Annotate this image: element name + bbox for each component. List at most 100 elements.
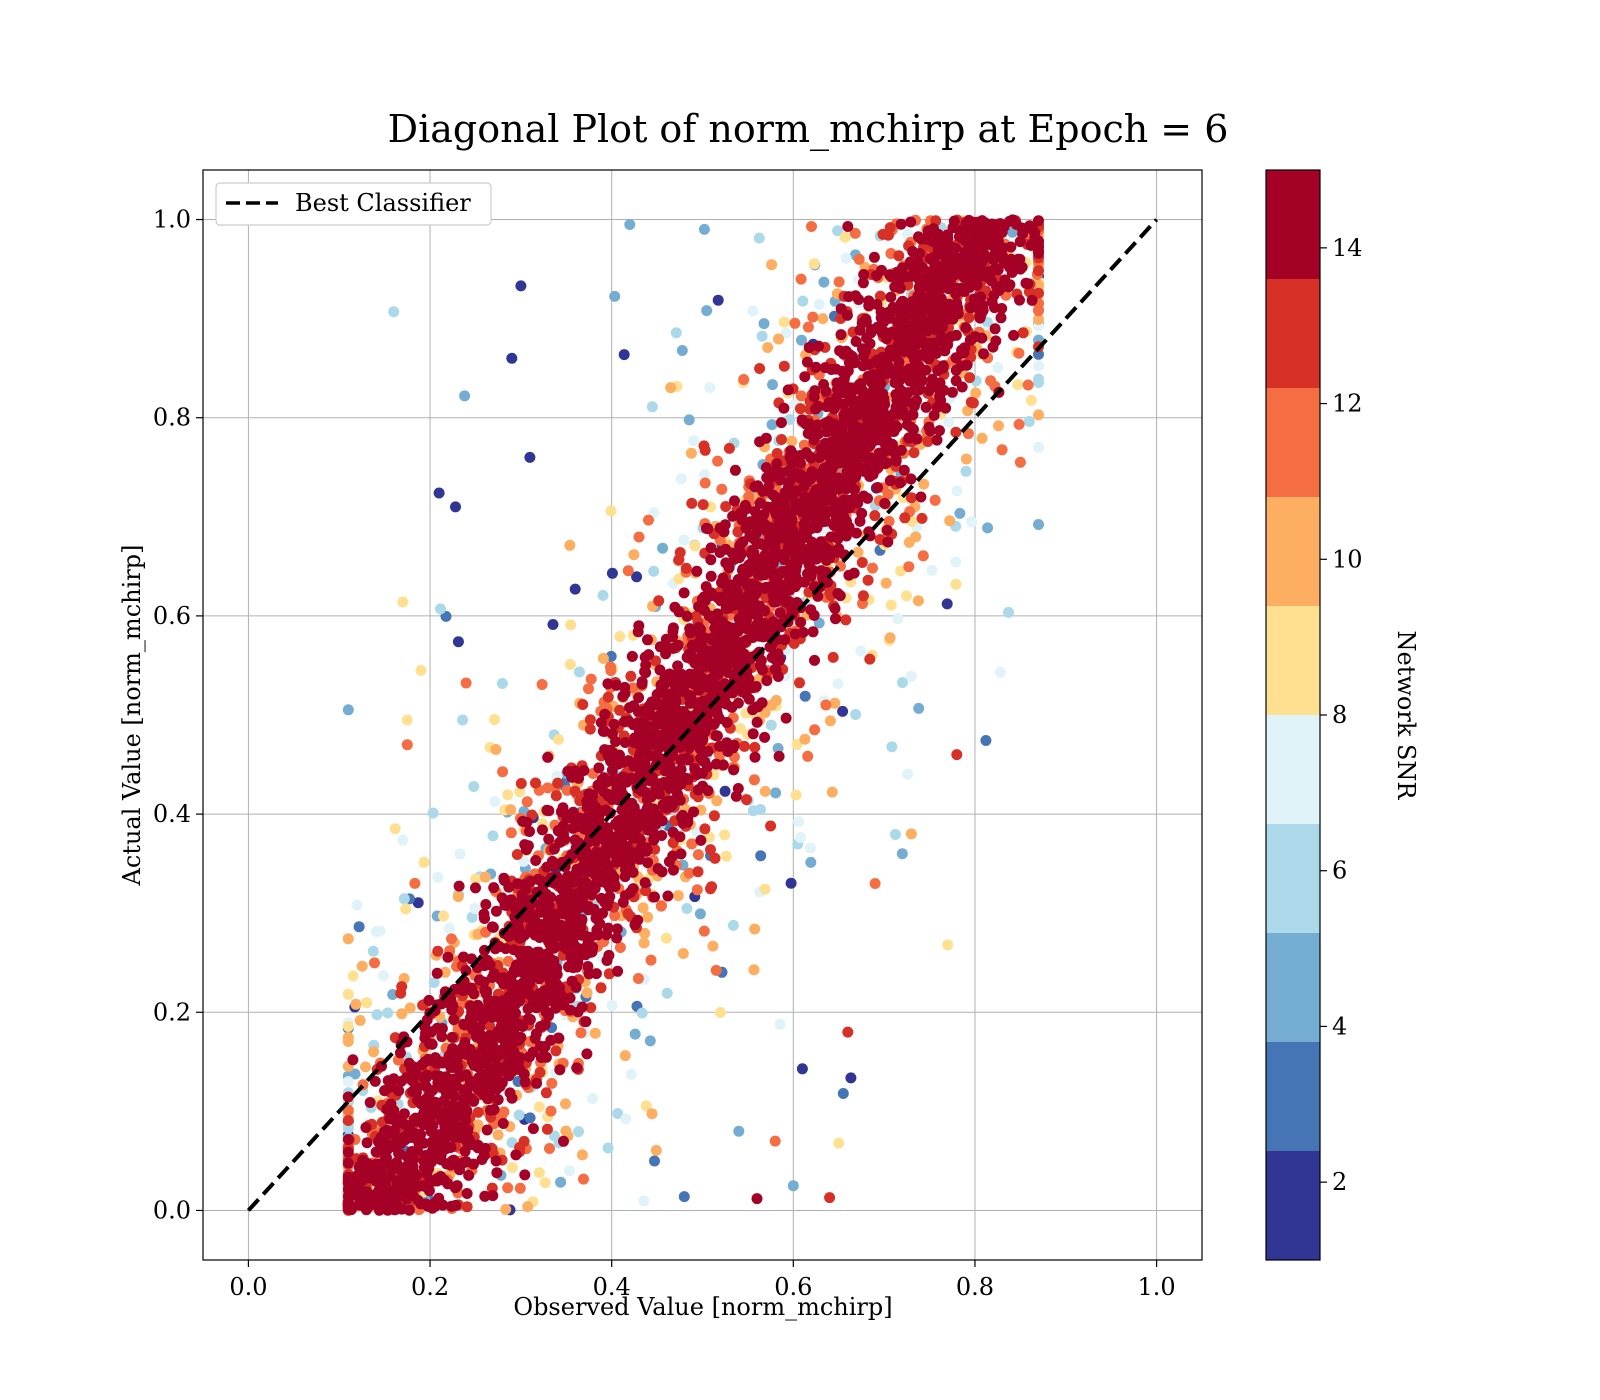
scatter-point	[438, 1095, 450, 1107]
scatter-point	[898, 464, 910, 476]
scatter-point	[927, 295, 938, 306]
scatter-point	[667, 850, 679, 862]
scatter-point	[711, 795, 723, 807]
scatter-point	[449, 1182, 461, 1194]
scatter-point	[884, 475, 896, 487]
scatter-point	[631, 571, 643, 583]
scatter-point	[885, 271, 897, 283]
scatter-point	[1033, 313, 1044, 325]
scatter-point	[564, 992, 576, 1004]
scatter-point	[514, 1182, 526, 1194]
scatter-point	[950, 375, 962, 387]
scatter-point	[922, 225, 934, 237]
scatter-point	[799, 371, 811, 383]
scatter-point	[642, 911, 654, 923]
scatter-point	[460, 1114, 472, 1126]
scatter-point	[452, 891, 464, 903]
scatter-point	[506, 1042, 518, 1054]
scatter-point	[384, 1113, 396, 1125]
scatter-point	[644, 1035, 656, 1047]
scatter-point	[509, 920, 520, 932]
chart-title: Diagonal Plot of norm_mchirp at Epoch = …	[388, 107, 1229, 152]
scatter-point	[519, 1169, 531, 1181]
scatter-point	[373, 1204, 385, 1216]
scatter-point	[505, 827, 517, 839]
scatter-point	[472, 1119, 484, 1131]
scatter-point	[382, 1007, 394, 1019]
scatter-point	[407, 1152, 419, 1164]
scatter-point	[354, 1195, 366, 1207]
scatter-point	[540, 1051, 552, 1063]
scatter-point	[666, 719, 678, 731]
scatter-point	[696, 593, 708, 605]
scatter-point	[697, 499, 709, 511]
scatter-point	[767, 379, 778, 391]
scatter-point	[732, 697, 744, 709]
scatter-point	[868, 251, 880, 263]
scatter-point	[369, 1075, 381, 1087]
scatter-point	[795, 390, 807, 402]
scatter-point	[524, 826, 535, 837]
scatter-point	[342, 1146, 354, 1158]
scatter-point	[882, 229, 894, 241]
scatter-point	[614, 704, 626, 716]
scatter-point	[845, 1072, 857, 1084]
scatter-point	[872, 482, 884, 493]
scatter-point	[813, 428, 825, 440]
scatter-point	[436, 1023, 448, 1034]
scatter-point	[605, 505, 617, 517]
scatter-point	[708, 718, 720, 730]
scatter-point	[874, 290, 886, 302]
scatter-point	[801, 476, 813, 488]
scatter-point	[583, 855, 595, 867]
scatter-point	[356, 960, 368, 972]
scatter-point	[692, 866, 704, 878]
scatter-point	[946, 386, 958, 398]
scatter-point	[398, 893, 410, 905]
scatter-point	[980, 735, 992, 746]
scatter-point	[889, 829, 901, 840]
scatter-point	[779, 487, 791, 499]
scatter-point	[824, 715, 836, 727]
scatter-point	[461, 1085, 473, 1096]
scatter-point	[404, 1002, 416, 1014]
scatter-point	[695, 752, 707, 764]
scatter-point	[656, 684, 667, 695]
scatter-point	[699, 823, 711, 835]
scatter-point	[812, 507, 824, 519]
scatter-point	[378, 970, 389, 982]
scatter-point	[766, 259, 778, 271]
scatter-point	[633, 620, 645, 632]
scatter-point	[683, 414, 695, 426]
scatter-point	[624, 219, 636, 230]
scatter-point	[468, 781, 480, 792]
scatter-point	[1003, 258, 1015, 270]
scatter-point	[941, 243, 953, 255]
scatter-point	[839, 231, 851, 243]
scatter-point	[605, 661, 616, 673]
scatter-point	[432, 871, 444, 883]
scatter-point	[732, 783, 744, 794]
scatter-point	[667, 826, 679, 838]
scatter-point	[728, 599, 740, 611]
scatter-point	[342, 1122, 354, 1134]
scatter-point	[951, 749, 963, 761]
scatter-point	[832, 225, 844, 237]
scatter-point	[864, 471, 876, 482]
scatter-point	[598, 772, 610, 784]
scatter-point	[905, 492, 917, 504]
scatter-point	[895, 401, 907, 413]
scatter-point	[1033, 265, 1044, 277]
scatter-point	[810, 497, 822, 509]
scatter-point	[774, 1018, 786, 1030]
scatter-point	[1016, 261, 1028, 273]
scatter-point	[581, 987, 593, 999]
scatter-point	[936, 331, 948, 343]
scatter-point	[801, 356, 813, 368]
scatter-point	[732, 646, 744, 658]
scatter-point	[856, 557, 868, 568]
scatter-point	[698, 223, 710, 235]
scatter-point	[1024, 220, 1036, 232]
scatter-point	[894, 477, 906, 489]
scatter-point	[599, 725, 611, 737]
